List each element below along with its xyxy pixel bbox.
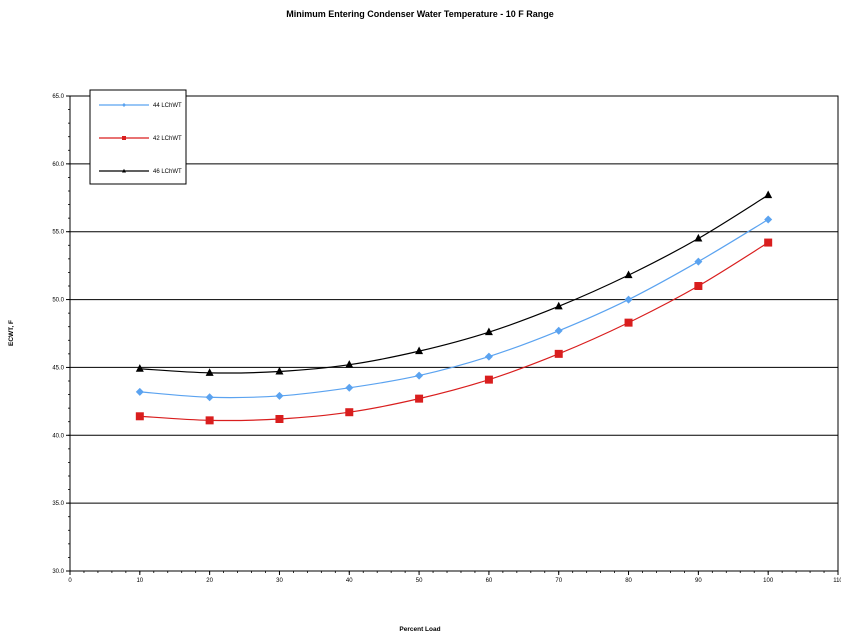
data-point-46-lchwt [415,346,424,355]
data-point-46-lchwt [345,360,354,368]
y-tick-label: 45.0 [52,365,64,371]
series-line-44-lchwt [139,218,769,399]
legend-label-46-lchwt: 46 LChWT [153,169,182,175]
data-point-46-lchwt [554,301,563,310]
x-tick-label: 100 [763,578,774,584]
data-point-42-lchwt [275,415,284,423]
y-tick-label: 40.0 [52,433,64,439]
data-point-44-lchwt [415,371,424,380]
x-tick-label: 10 [136,578,143,584]
data-point-44-lchwt [275,391,284,400]
legend: 44 LChWT 42 LChWT 46 LChWT [89,89,187,185]
x-tick-label: 60 [486,578,493,584]
data-point-46-lchwt [275,366,284,375]
data-point-42-lchwt [415,394,424,403]
legend-marker-46-lchwt [122,168,126,173]
data-point-46-lchwt [764,190,773,199]
y-tick-label: 35.0 [52,501,64,507]
series-42-lchwt [135,238,773,425]
data-point-44-lchwt [135,387,144,396]
x-tick-label: 50 [416,578,423,584]
data-point-42-lchwt [484,375,493,384]
y-tick-label: 65.0 [52,94,64,100]
series-layer [135,190,773,425]
data-point-44-lchwt [764,215,773,224]
legend-marker-44-lchwt [122,103,126,107]
x-tick-label: 80 [625,578,632,584]
x-tick-label: 0 [68,578,72,584]
legend-box [89,89,187,185]
data-point-42-lchwt [135,412,144,421]
data-point-46-lchwt [484,327,493,336]
data-point-42-lchwt [624,318,633,327]
data-point-44-lchwt [484,352,493,361]
gridlines [70,163,838,504]
data-point-44-lchwt [205,393,214,402]
data-point-42-lchwt [554,349,563,358]
data-point-44-lchwt [624,295,633,304]
legend-marker-42-lchwt [122,136,126,140]
data-point-46-lchwt [135,364,144,372]
chart-title: Minimum Entering Condenser Water Tempera… [286,9,554,19]
y-tick-label: 30.0 [52,569,64,575]
data-point-42-lchwt [694,282,703,290]
data-point-44-lchwt [345,383,354,392]
y-axis-title: ECWT, F [8,320,15,346]
data-point-46-lchwt [205,368,214,376]
y-tick-label: 50.0 [52,298,64,304]
series-46-lchwt [135,190,773,376]
legend-label-44-lchwt: 44 LChWT [153,103,182,109]
x-tick-label: 40 [346,578,353,584]
x-tick-label: 30 [276,578,283,584]
data-point-44-lchwt [554,326,563,335]
x-tick-label: 70 [555,578,562,584]
data-point-42-lchwt [345,408,354,417]
series-line-42-lchwt [139,242,769,422]
x-axis-title: Percent Load [399,626,440,633]
data-point-46-lchwt [624,270,633,279]
data-point-44-lchwt [694,257,703,266]
y-tick-label: 55.0 [52,230,64,236]
series-line-46-lchwt [139,194,769,374]
data-point-42-lchwt [764,238,773,247]
x-tick-label: 20 [206,578,213,584]
data-point-42-lchwt [205,416,214,425]
axis-ticks: 30.0 35.0 40.0 45.0 50.0 55.0 60.0 65.0 0 10 20 30 4… [52,94,841,584]
series-44-lchwt [135,215,773,402]
legend-label-42-lchwt: 42 LChWT [153,136,182,142]
plot-area [69,95,839,572]
y-tick-label: 60.0 [52,162,64,168]
data-point-46-lchwt [694,233,703,242]
x-tick-label: 110 [833,578,841,584]
x-tick-label: 90 [695,578,702,584]
